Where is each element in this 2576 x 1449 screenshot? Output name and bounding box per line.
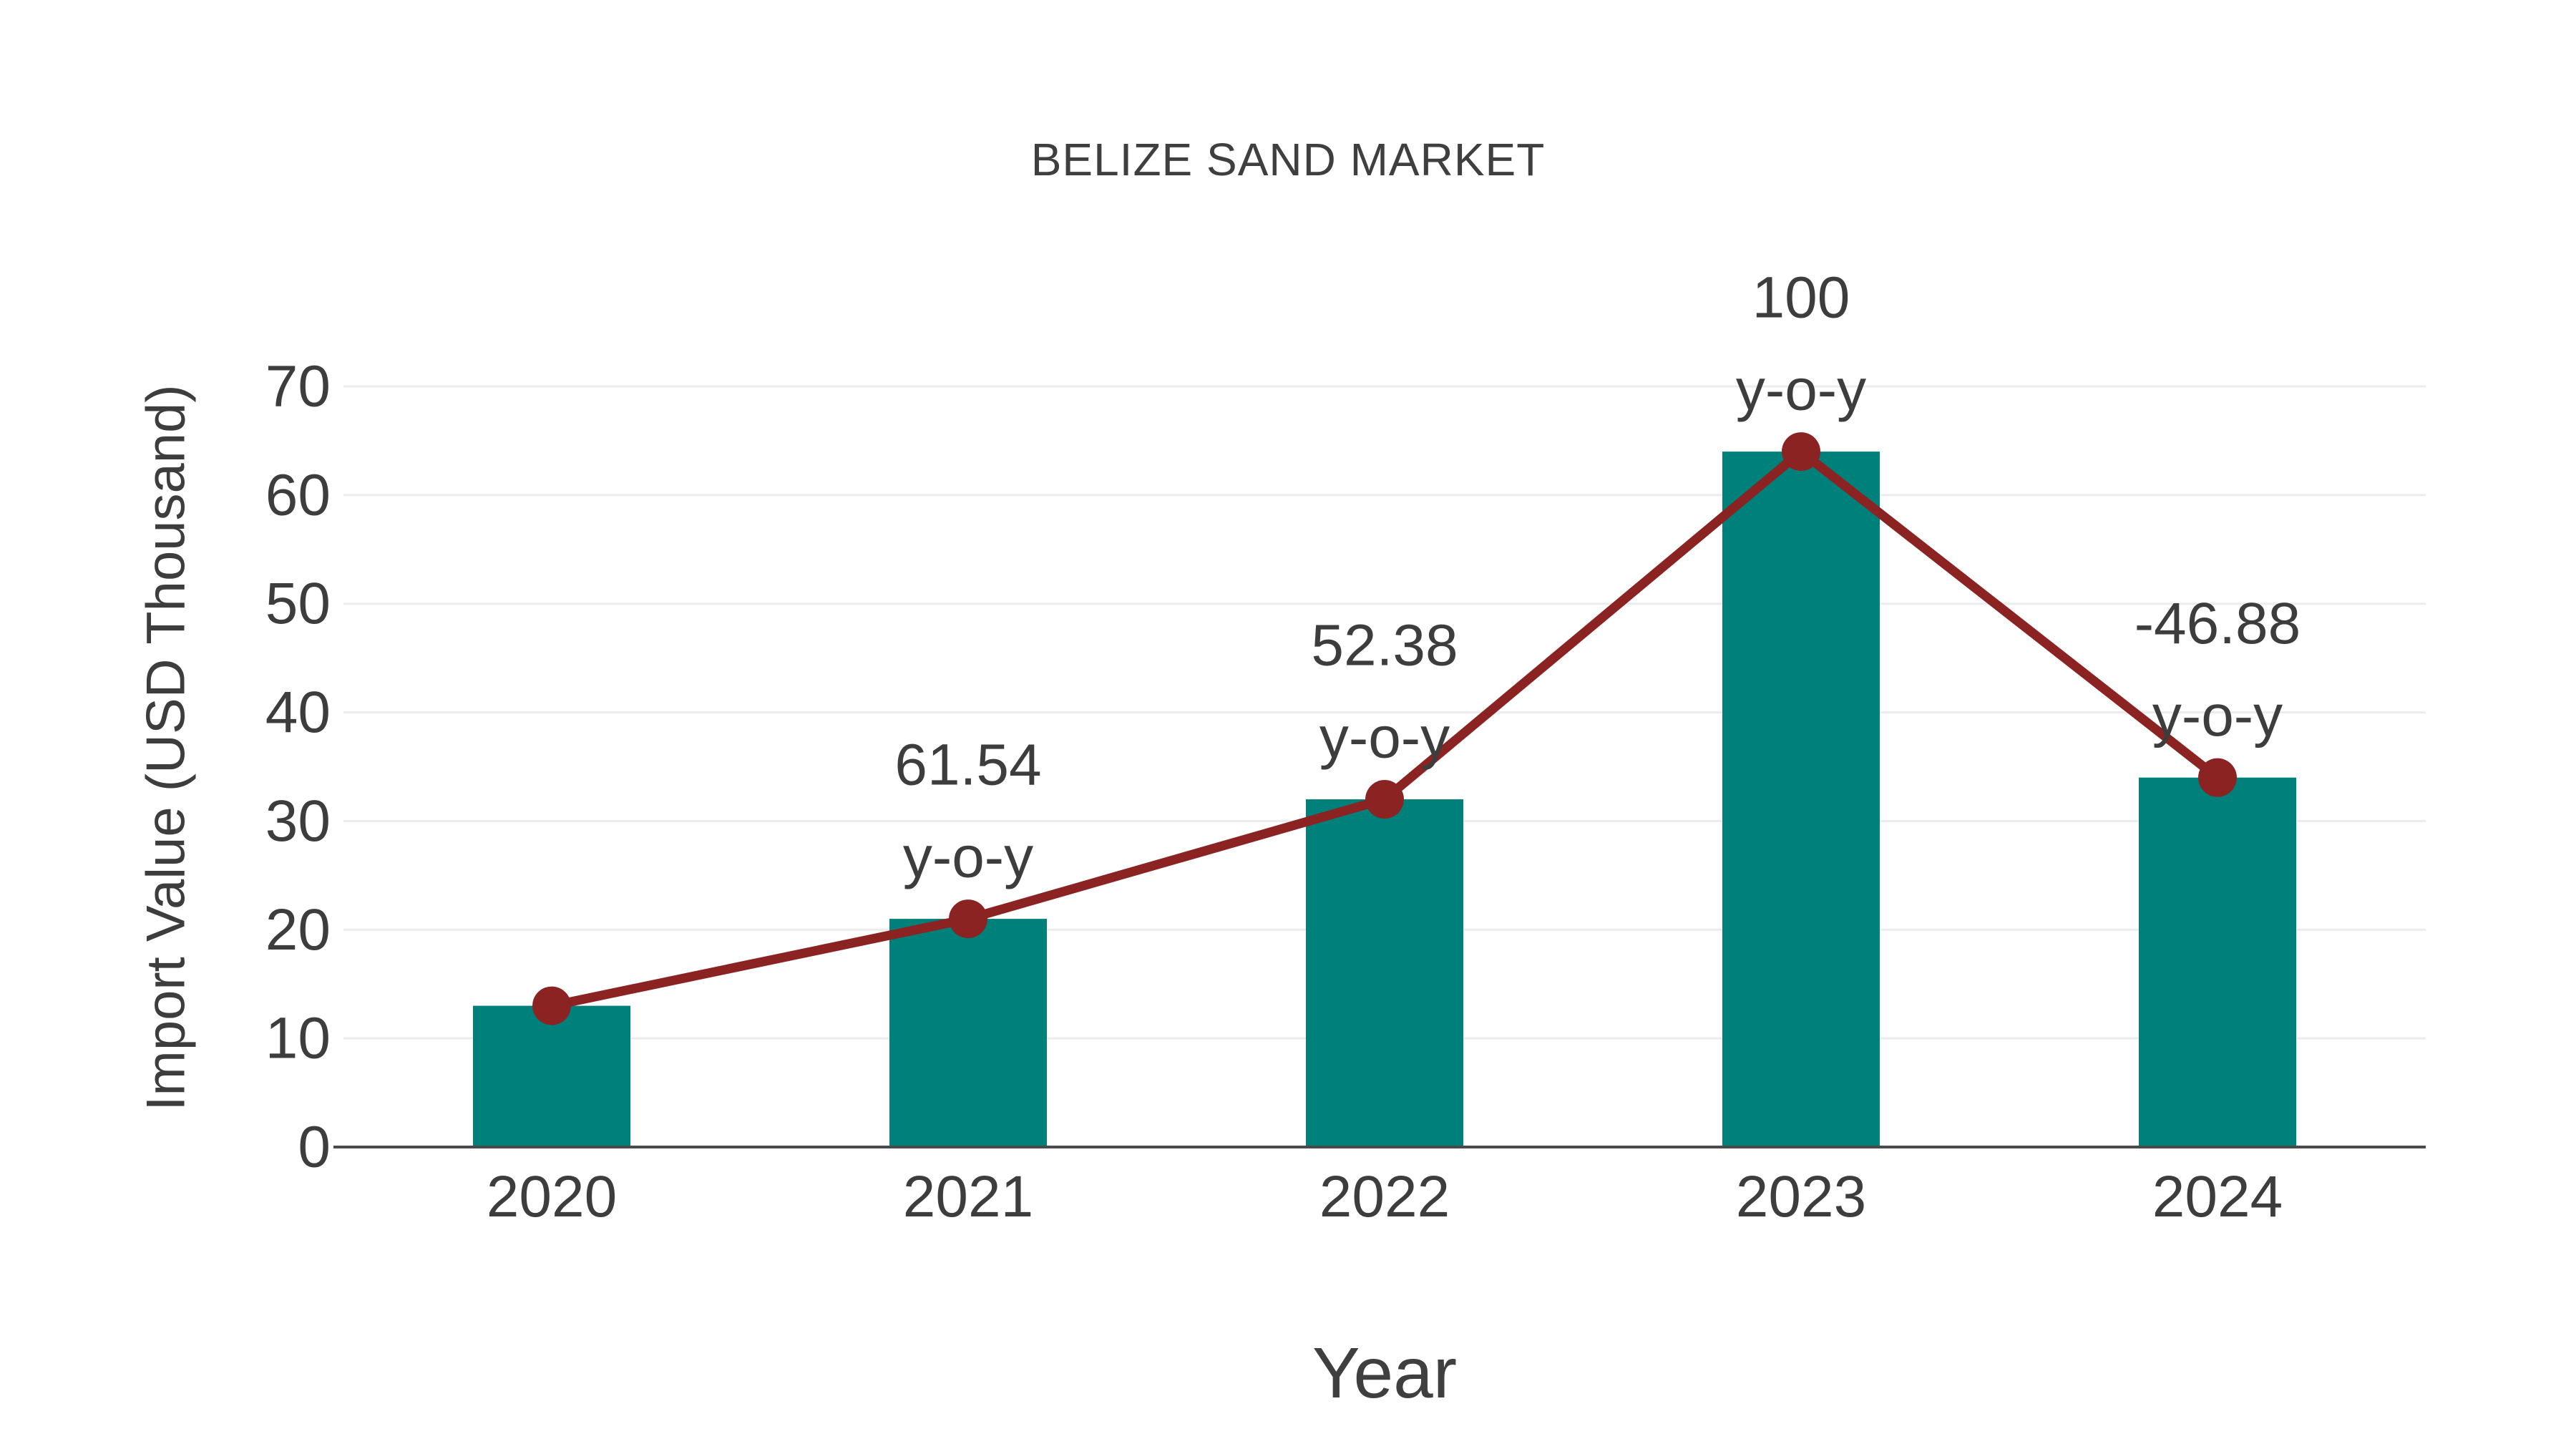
y-tick-label-0: 0 — [298, 1115, 331, 1180]
annotation-suffix-2021: y-o-y — [903, 825, 1033, 890]
x-axis-title: Year — [1312, 1333, 1458, 1413]
marker-2023 — [1782, 432, 1820, 472]
bar-2024 — [2139, 777, 2296, 1147]
y-tick-label-10: 10 — [265, 1006, 331, 1071]
marker-2024 — [2198, 758, 2237, 797]
annotation-suffix-2024: y-o-y — [2152, 683, 2283, 748]
marker-2020 — [532, 986, 571, 1025]
y-tick-label-40: 40 — [265, 680, 331, 745]
annotation-value-2021: 61.54 — [894, 733, 1041, 798]
bar-2023 — [1722, 452, 1880, 1147]
bar-2021 — [889, 919, 1047, 1147]
y-tick-label-60: 60 — [265, 462, 331, 527]
x-tick-label-2024: 2024 — [2152, 1164, 2283, 1229]
x-tick-label-2021: 2021 — [903, 1164, 1033, 1229]
y-tick-label-30: 30 — [265, 789, 331, 854]
annotation-value-2022: 52.38 — [1311, 613, 1458, 678]
x-tick-label-2023: 2023 — [1736, 1164, 1866, 1229]
y-tick-label-20: 20 — [265, 897, 331, 962]
annotation-value-2023: 100 — [1752, 265, 1850, 331]
bar-2020 — [473, 1005, 630, 1147]
marker-2021 — [949, 899, 987, 939]
bar-2022 — [1306, 799, 1463, 1147]
y-tick-label-70: 70 — [265, 354, 331, 419]
annotation-suffix-2023: y-o-y — [1736, 358, 1866, 423]
y-tick-label-50: 50 — [265, 571, 331, 636]
annotation-value-2024: -46.88 — [2135, 591, 2301, 656]
annotation-suffix-2022: y-o-y — [1319, 706, 1450, 771]
x-tick-label-2022: 2022 — [1319, 1164, 1450, 1229]
marker-2022 — [1365, 780, 1404, 819]
x-tick-label-2020: 2020 — [487, 1164, 617, 1229]
chart-title: BELIZE SAND MARKET — [1030, 134, 1546, 185]
